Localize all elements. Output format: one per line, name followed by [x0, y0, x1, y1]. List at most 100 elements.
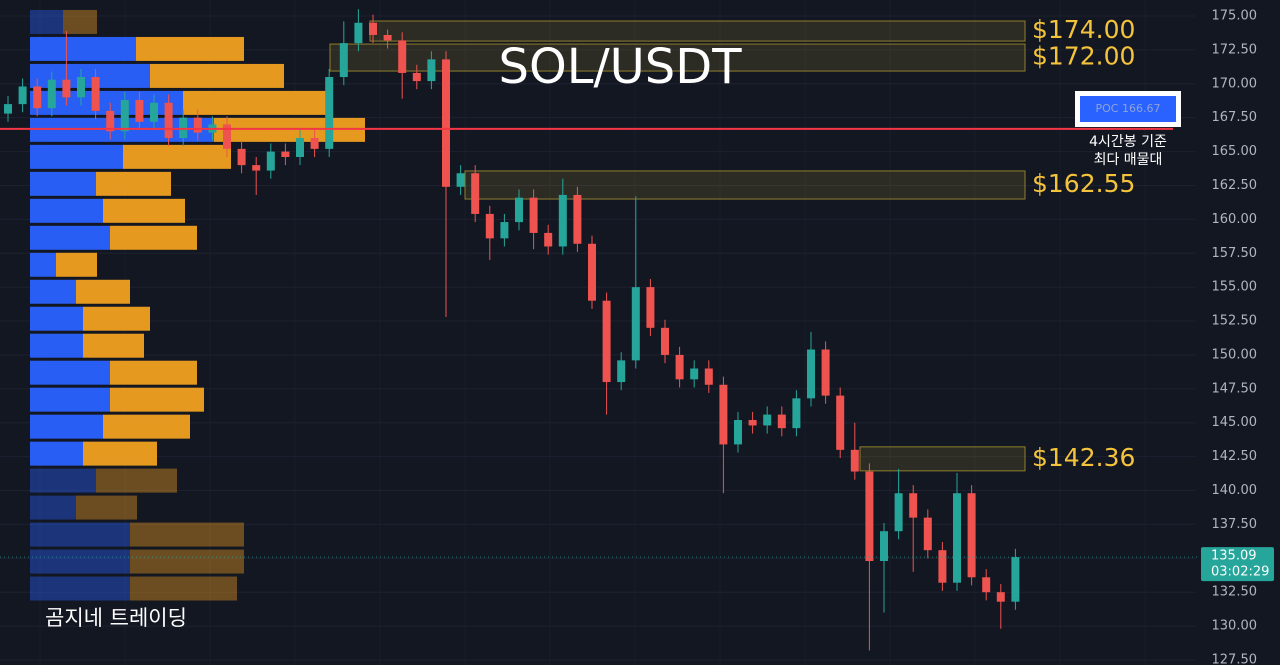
candle-body	[894, 493, 903, 532]
y-tick-label: 140.00	[1212, 483, 1258, 498]
poc-note: 최다 매물대	[1094, 152, 1163, 168]
candle-body	[923, 517, 932, 551]
last-price-box	[1201, 547, 1274, 582]
y-tick-label: 162.50	[1212, 178, 1258, 193]
poc-label: POC 166.67	[1096, 102, 1161, 115]
vp-buy	[30, 495, 76, 520]
candle-body	[661, 327, 669, 355]
vp-sell	[130, 522, 244, 547]
candle-body	[193, 117, 202, 133]
vp-buy	[30, 387, 110, 412]
candle-body	[427, 59, 436, 82]
candle-body	[734, 420, 742, 445]
volume-profile	[30, 9, 365, 601]
candle-body	[953, 493, 961, 583]
candle-body	[164, 102, 173, 139]
candle-body	[617, 360, 626, 383]
vp-sell	[130, 549, 244, 574]
candle-body	[836, 395, 845, 450]
y-tick-label: 150.00	[1212, 347, 1258, 362]
candle-body	[573, 194, 582, 244]
vp-sell	[83, 306, 150, 331]
vp-buy	[30, 225, 110, 250]
vp-sell	[110, 360, 197, 385]
vp-sell	[150, 63, 284, 88]
zone-box	[859, 446, 1026, 472]
vp-buy	[30, 306, 83, 331]
candle-body	[179, 117, 188, 139]
candle-body	[135, 100, 144, 122]
candle-body	[33, 86, 42, 109]
vp-sell	[123, 144, 231, 169]
candle-body	[850, 449, 859, 472]
vp-sell	[76, 495, 137, 520]
candle-body	[91, 77, 100, 111]
candle-body	[880, 531, 888, 562]
candle-body	[646, 287, 655, 328]
countdown: 03:02:29	[1211, 565, 1269, 580]
candle-body	[485, 213, 494, 239]
candle-body	[1011, 557, 1020, 602]
y-tick-label: 130.00	[1212, 619, 1258, 634]
y-tick-label: 172.50	[1212, 42, 1258, 57]
candle-body	[631, 287, 640, 361]
candle-body	[909, 493, 918, 518]
candle-body	[777, 414, 786, 429]
y-tick-label: 147.50	[1212, 381, 1258, 396]
candle-body	[544, 232, 553, 247]
vp-buy	[30, 360, 110, 385]
zone-label: $162.55	[1032, 169, 1135, 198]
candle-body	[515, 197, 523, 223]
candle-body	[807, 349, 815, 399]
zone-label: $174.00	[1032, 15, 1135, 44]
candle-body	[77, 77, 85, 98]
candle-body	[383, 34, 392, 41]
vp-buy	[30, 333, 83, 358]
y-tick-label: 175.00	[1212, 8, 1258, 23]
vp-buy	[30, 441, 83, 466]
vp-buy	[30, 468, 96, 493]
candle-body	[865, 471, 874, 562]
chart-title: SOL/USDT	[498, 39, 742, 95]
candle-body	[938, 550, 947, 583]
candle-body	[602, 300, 611, 383]
y-tick-label: 152.50	[1212, 314, 1258, 329]
vp-buy	[30, 522, 130, 547]
candle-body	[252, 165, 261, 171]
candle-body	[821, 349, 830, 396]
candle-body	[967, 493, 976, 578]
vp-buy	[30, 414, 103, 439]
y-tick-label: 155.00	[1212, 280, 1258, 295]
y-tick-label: 167.50	[1212, 110, 1258, 125]
vp-sell	[76, 279, 130, 304]
y-tick-label: 165.00	[1212, 144, 1258, 159]
candle-body	[18, 86, 27, 105]
candle-body	[266, 151, 275, 171]
vp-sell	[96, 171, 171, 196]
candle-body	[106, 110, 115, 132]
candle-body	[996, 592, 1005, 602]
candle-body	[982, 577, 991, 593]
vp-sell	[83, 441, 157, 466]
zone-label: $172.00	[1032, 42, 1135, 71]
y-tick-label: 127.50	[1212, 652, 1258, 665]
candle-body	[47, 79, 56, 109]
vp-buy	[30, 171, 96, 196]
candle-body	[296, 138, 304, 157]
vp-sell	[136, 36, 244, 61]
candle-body	[748, 420, 757, 426]
candle-body	[120, 100, 129, 132]
candles	[4, 9, 1020, 651]
vp-sell	[110, 225, 197, 250]
candle-body	[471, 173, 480, 214]
vp-buy	[30, 144, 123, 169]
vp-buy	[30, 576, 130, 601]
vp-sell	[110, 387, 204, 412]
candle-body	[456, 173, 465, 187]
candle-body	[325, 77, 334, 149]
vp-sell	[83, 333, 144, 358]
vp-sell	[103, 414, 190, 439]
candle-body	[763, 414, 772, 426]
